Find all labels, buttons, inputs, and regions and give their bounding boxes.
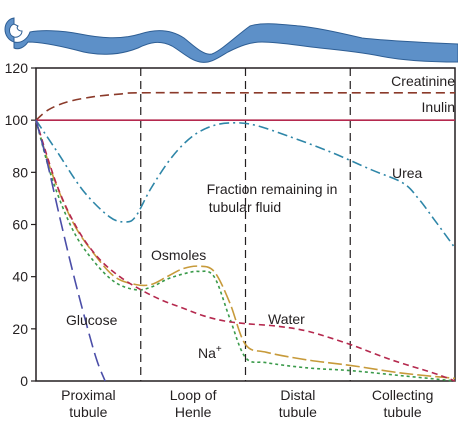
y-axis-ticks: 0 20 40 60 80 100 120: [5, 60, 36, 389]
y-tick-label-20: 20: [12, 321, 28, 337]
segment-label-3-line1: Distal: [280, 387, 315, 403]
y-tick-label-120: 120: [5, 60, 29, 76]
tubule-shape: [4, 17, 458, 63]
series-label-osmoles: Osmoles: [151, 247, 206, 263]
segment-label-1-line1: Proximal: [61, 387, 115, 403]
series-labels: Creatinine Inulin Urea Osmoles Water Glucose N…: [66, 73, 455, 361]
series-label-glucose: Glucose: [66, 312, 118, 328]
y-tick-label-60: 60: [12, 217, 28, 233]
y-tick-label-0: 0: [20, 373, 28, 389]
fraction-label-line2: tubular fluid: [209, 199, 281, 215]
segment-label-4-line2: tubule: [384, 404, 422, 420]
series-line-na: [35, 119, 456, 382]
segment-label-2-line1: Loop of: [170, 387, 217, 403]
series-line-water: [35, 119, 456, 382]
segment-label-3-line2: tubule: [279, 404, 317, 420]
series-line-glucose: [35, 119, 106, 382]
series-line-urea: [35, 119, 456, 249]
y-tick-label-100: 100: [5, 112, 29, 128]
y-tick-label-80: 80: [12, 164, 28, 180]
tubule-hook: [9, 23, 23, 38]
series-lines: [35, 91, 456, 382]
plot-area: [35, 67, 456, 382]
segment-label-2-line2: Henle: [175, 404, 212, 420]
segment-label-1-line2: tubule: [69, 404, 107, 420]
series-label-inulin: Inulin: [422, 99, 455, 115]
series-line-creatinine: [35, 91, 455, 121]
series-line-osmoles: [35, 119, 456, 380]
y-tick-label-40: 40: [12, 269, 28, 285]
series-label-creatinine: Creatinine: [391, 73, 455, 89]
fraction-label-line1: Fraction remaining in: [207, 181, 338, 197]
segment-label-4-line1: Collecting: [372, 387, 433, 403]
series-label-urea: Urea: [392, 165, 423, 181]
series-label-water: Water: [268, 311, 305, 327]
nephron-tubule-illustration: [4, 17, 458, 63]
series-label-na: Na+: [198, 344, 222, 361]
